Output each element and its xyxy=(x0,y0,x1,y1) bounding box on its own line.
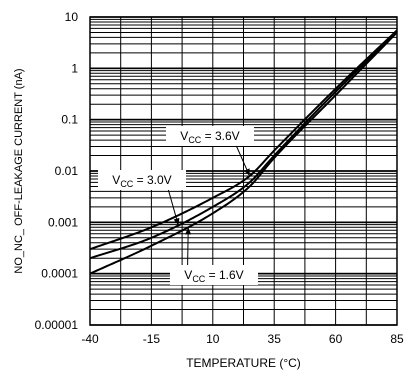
plot-frame xyxy=(89,16,398,326)
series-curves xyxy=(89,29,398,275)
x-tick-labels: -40 -15 10 35 60 85 xyxy=(81,332,404,346)
series-line-vcc-3-6v xyxy=(89,29,398,251)
y-tick-label: 10 xyxy=(65,10,79,24)
series-line-vcc-1-6v xyxy=(89,31,398,275)
svg-text:VCC = 3.0V: VCC = 3.0V xyxy=(112,173,171,189)
y-tick-labels: 0.00001 0.0001 0.001 0.01 0.1 1 10 xyxy=(35,10,79,332)
x-axis-label: TEMPERATURE (°C) xyxy=(186,356,301,370)
y-axis-label: NO_NC_ OFF-LEAKAGE CURRENT (nA) xyxy=(13,68,25,273)
svg-text:VCC = 3.6V: VCC = 3.6V xyxy=(180,129,239,145)
x-tick-label: 60 xyxy=(329,332,343,346)
svg-text:VCC = 1.6V: VCC = 1.6V xyxy=(184,268,243,284)
y-tick-label: 0.001 xyxy=(48,215,78,229)
x-tick-label: -15 xyxy=(143,332,161,346)
series-line-vcc-3-0v xyxy=(89,30,398,260)
y-tick-label: 0.1 xyxy=(61,113,78,127)
annotation-vcc-1-6v: VCC = 1.6V xyxy=(170,227,258,285)
y-tick-label: 1 xyxy=(71,61,78,75)
annotation-vcc-3-0v: VCC = 3.0V xyxy=(98,170,186,226)
y-tick-label: 0.00001 xyxy=(35,318,79,332)
y-tick-label: 0.0001 xyxy=(41,267,78,281)
x-tick-label: 10 xyxy=(206,332,220,346)
y-tick-label: 0.01 xyxy=(55,164,79,178)
x-tick-label: 35 xyxy=(268,332,282,346)
x-tick-label: 85 xyxy=(390,332,404,346)
x-tick-label: -40 xyxy=(81,332,99,346)
annotation-vcc-3-6v: VCC = 3.6V xyxy=(166,126,254,177)
